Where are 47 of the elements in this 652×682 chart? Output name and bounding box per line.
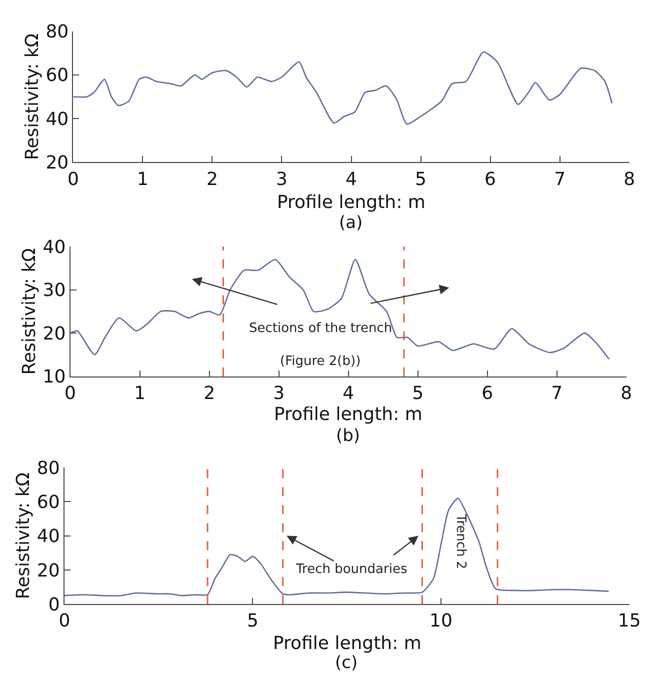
x-tick-label: 6 — [482, 382, 494, 404]
y-tick-label: 40 — [46, 108, 69, 130]
y-tick-label: 20 — [42, 323, 66, 344]
y-tick-label: 80 — [36, 458, 60, 479]
y-tick-label: 30 — [42, 280, 66, 302]
y-tick-label: 20 — [36, 560, 60, 582]
x-axis-title: Profile length: m — [273, 633, 422, 654]
line-series — [64, 498, 610, 596]
x-tick-label: 10 — [430, 610, 452, 632]
y-tick-label: 80 — [46, 22, 69, 43]
x-tick-label: 6 — [484, 168, 496, 190]
x-tick-label: 4 — [342, 382, 354, 404]
y-tick-label: 10 — [42, 366, 66, 388]
annotation: (Figure 2(b)) — [280, 354, 361, 369]
x-tick-label: 5 — [412, 382, 424, 404]
x-tick-label: 3 — [276, 168, 288, 190]
x-tick-label: 2 — [204, 382, 216, 404]
x-tick-label: 1 — [136, 168, 148, 190]
x-tick-label: 8 — [620, 382, 632, 404]
x-tick-label: 7 — [551, 382, 563, 404]
x-tick-label: 4 — [346, 168, 357, 190]
x-tick-label: 3 — [273, 382, 285, 404]
y-tick-label: 20 — [46, 152, 69, 174]
y-tick-label: 40 — [42, 236, 66, 258]
y-tick-label: 0 — [48, 594, 60, 616]
annotation: Trech boundaries — [295, 562, 408, 577]
y-axis-title: Resistivity: kΩ — [13, 472, 34, 600]
text: (a) — [339, 213, 363, 233]
text: (c) — [335, 653, 358, 673]
x-tick-label: 5 — [415, 168, 426, 190]
line-series — [73, 51, 613, 125]
y-tick-label: 60 — [46, 65, 69, 86]
x-axis-title: Profile length: m — [277, 192, 426, 213]
annotation: Sections of the trench — [249, 321, 392, 336]
x-tick-label: 15 — [618, 610, 641, 632]
x-tick-label: 1 — [134, 382, 146, 404]
x-tick-label: 2 — [206, 168, 218, 190]
text: (b) — [336, 426, 360, 446]
x-tick-label: 8 — [624, 168, 636, 190]
y-axis-title: Resistivity: kΩ — [18, 248, 40, 375]
x-axis-title: Profile length: m — [274, 404, 422, 425]
y-tick-label: 40 — [36, 526, 60, 548]
x-tick-label: 7 — [554, 168, 566, 190]
y-axis-title: Resistivity: kΩ — [22, 33, 43, 160]
x-tick-label: 5 — [247, 610, 258, 632]
y-tick-label: 60 — [36, 492, 60, 513]
annotation: Trench 2 — [452, 513, 468, 570]
